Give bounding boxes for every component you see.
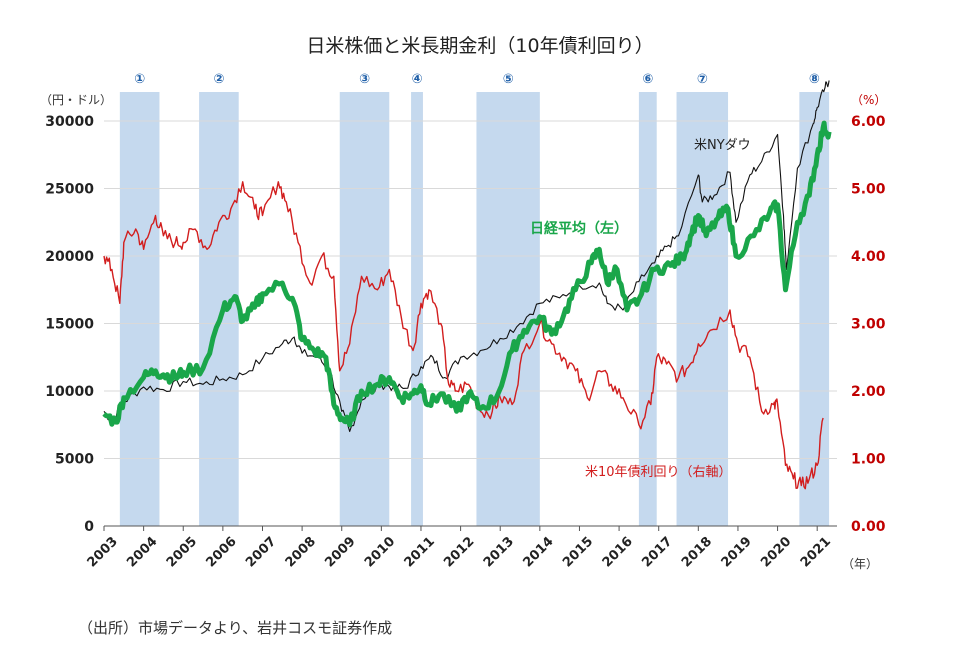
left-tick-label: 10000 xyxy=(45,384,94,400)
shaded-period-6 xyxy=(638,92,657,526)
x-tick-label: 2010 xyxy=(362,534,398,570)
x-tick-label: 2012 xyxy=(441,534,477,570)
right-tick-label: 6.00 xyxy=(851,114,886,130)
source-note: （出所）市場データより、岩井コスモ証券作成 xyxy=(78,619,393,637)
shaded-period-label-3: ③ xyxy=(359,72,370,87)
shaded-period-label-5: ⑤ xyxy=(503,72,514,87)
x-tick-label: 2007 xyxy=(243,534,279,570)
shaded-period-label-2: ② xyxy=(213,72,224,87)
shaded-period-1 xyxy=(119,92,160,526)
x-tick-label: 2015 xyxy=(560,534,596,570)
x-tick-label: 2017 xyxy=(639,534,675,570)
shaded-period-8 xyxy=(799,92,830,526)
x-tick-label: 2011 xyxy=(402,534,438,570)
series-layer xyxy=(102,80,832,490)
x-tick-label: 2020 xyxy=(758,534,794,570)
axes: 30000 25000 20000 15000 10000 5000 0 6.00 5.00 4.… xyxy=(45,114,886,570)
right-tick-label: 5.00 xyxy=(851,182,886,198)
x-tick-label: 2014 xyxy=(520,534,556,570)
x-tick-label: 2021 xyxy=(798,534,834,570)
x-tick-label: 2009 xyxy=(322,534,358,570)
x-tick-label: 2013 xyxy=(481,534,517,570)
x-tick-label: 2008 xyxy=(283,534,319,570)
left-tick-label: 15000 xyxy=(45,317,94,333)
shaded-period-5 xyxy=(476,92,540,526)
shaded-period-label-1: ① xyxy=(134,72,145,87)
left-tick-label: 0 xyxy=(84,519,94,535)
left-axis-unit: （円・ドル） xyxy=(40,93,112,107)
right-axis-unit: （%） xyxy=(851,93,886,107)
shaded-period-4 xyxy=(411,92,423,526)
right-tick-label: 3.00 xyxy=(851,317,886,333)
annotation-dow: 米NYダウ xyxy=(694,138,751,153)
x-tick-label: 2003 xyxy=(85,534,121,570)
annotation-yield: 米10年債利回り（右軸） xyxy=(585,465,732,480)
shaded-period-2 xyxy=(199,92,239,526)
shaded-period-label-8: ⑧ xyxy=(809,72,820,87)
right-tick-label: 0.00 xyxy=(851,519,886,535)
x-tick-label: 2019 xyxy=(719,534,755,570)
shaded-period-label-6: ⑥ xyxy=(642,72,653,87)
left-tick-label: 25000 xyxy=(45,182,94,198)
x-tick-label: 2004 xyxy=(124,534,160,570)
left-tick-label: 20000 xyxy=(45,249,94,265)
shaded-period-label-7: ⑦ xyxy=(697,72,708,87)
shaded-period-label-4: ④ xyxy=(412,72,423,87)
shaded-period-7 xyxy=(676,92,729,526)
series-line-3 xyxy=(103,181,824,490)
shaded-periods: ① ② ③ ④ ⑤ ⑥ ⑦ ⑧ xyxy=(119,72,830,526)
shaded-period-3 xyxy=(339,92,390,526)
x-tick-label: 2006 xyxy=(203,534,239,570)
right-tick-label: 4.00 xyxy=(851,249,886,265)
x-tick-label: 2016 xyxy=(600,534,636,570)
right-tick-label: 1.00 xyxy=(851,452,886,468)
series-line-2 xyxy=(102,120,832,428)
right-tick-label: 2.00 xyxy=(851,384,886,400)
left-tick-label: 30000 xyxy=(45,114,94,130)
series-line-1 xyxy=(103,80,830,433)
chart-title: 日米株価と米長期金利（10年債利回り） xyxy=(306,35,653,57)
annotation-nikkei: 日経平均（左） xyxy=(530,220,628,237)
x-tick-label: 2005 xyxy=(164,534,200,570)
x-tick-label: 2018 xyxy=(679,534,715,570)
left-tick-label: 5000 xyxy=(55,452,94,468)
x-axis-unit: （年） xyxy=(842,557,878,571)
